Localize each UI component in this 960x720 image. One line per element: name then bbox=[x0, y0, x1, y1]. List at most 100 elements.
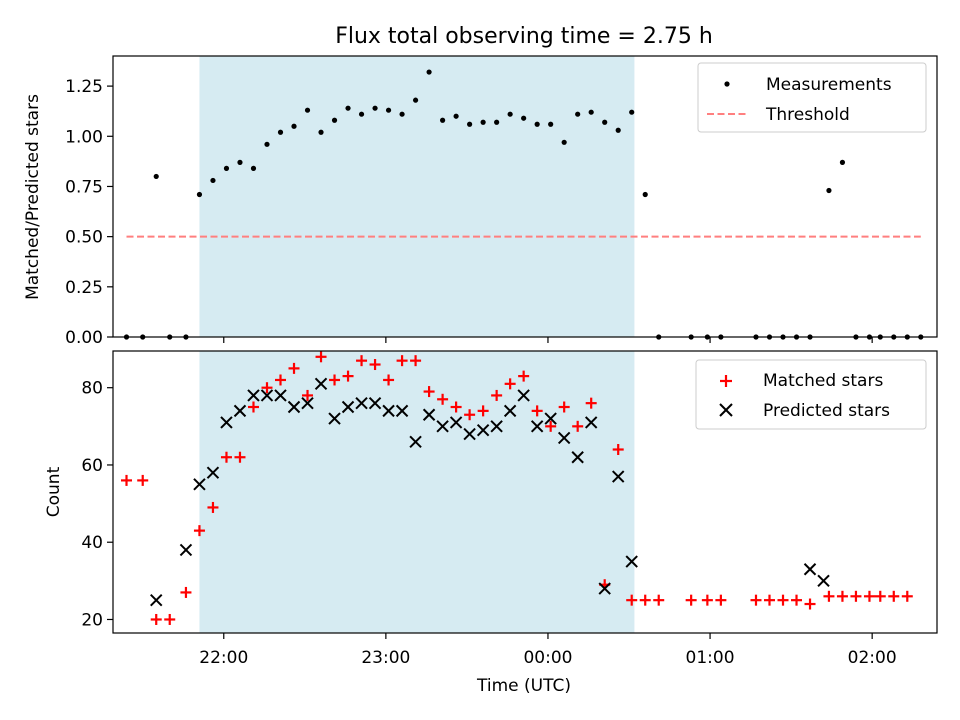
measurement-point bbox=[561, 139, 567, 145]
predicted-star-point bbox=[817, 574, 830, 588]
measurement-point bbox=[642, 191, 648, 198]
predicted-star-point bbox=[490, 420, 503, 433]
matched-star-point bbox=[804, 598, 816, 610]
matched-star-point bbox=[791, 594, 803, 606]
matched-star-point bbox=[137, 474, 149, 486]
matched-star-point bbox=[572, 420, 584, 432]
predicted-star-point bbox=[530, 420, 544, 433]
predicted-star-point bbox=[328, 412, 341, 425]
predicted-star-point bbox=[611, 470, 625, 483]
bottom-points-layer bbox=[121, 351, 913, 625]
matched-star-point bbox=[750, 594, 762, 606]
matched-star-point bbox=[531, 405, 543, 417]
y-tick-label: 0.75 bbox=[65, 177, 103, 197]
measurement-point bbox=[615, 127, 621, 133]
y-tick-label: 0.50 bbox=[65, 228, 103, 248]
matched-star-point bbox=[302, 389, 314, 401]
y-tick-label: 0.25 bbox=[65, 278, 103, 298]
matched-star-point bbox=[874, 590, 886, 602]
measurement-point bbox=[210, 177, 216, 184]
matched-star-point bbox=[836, 590, 848, 602]
predicted-star-point bbox=[463, 427, 476, 441]
matched-star-point bbox=[437, 393, 449, 405]
predicted-star-point bbox=[260, 389, 274, 402]
matched-star-point bbox=[863, 590, 875, 602]
predicted-star-point bbox=[341, 400, 355, 414]
bottom-shaded-interval bbox=[199, 351, 635, 633]
legend-measurements-marker bbox=[724, 81, 730, 87]
predicted-star-point bbox=[395, 404, 409, 418]
predicted-star-point bbox=[179, 543, 193, 557]
y-tick-label: 60 bbox=[81, 456, 103, 476]
top-y-axis: 0.00 0.25 0.50 0.75 1.00 1.25 bbox=[65, 77, 113, 348]
measurement-point bbox=[602, 119, 608, 125]
bottom-panel: 20 40 60 80 22:00 23:00 00:00 01:00 02:00 Count… bbox=[44, 350, 938, 696]
predicted-star-point bbox=[544, 412, 557, 425]
matched-star-point bbox=[423, 386, 435, 398]
matched-star-point bbox=[342, 370, 354, 382]
matched-star-point bbox=[545, 420, 557, 432]
y-tick-label: 20 bbox=[81, 610, 103, 630]
bottom-legend-box bbox=[695, 359, 927, 430]
matched-star-point bbox=[639, 594, 651, 606]
matched-star-point bbox=[763, 594, 775, 606]
matched-star-point bbox=[315, 351, 327, 363]
predicted-star-point bbox=[449, 416, 463, 429]
matched-star-point bbox=[777, 594, 789, 606]
measurement-point bbox=[629, 109, 635, 115]
top-shaded-interval bbox=[199, 56, 635, 337]
matched-star-point bbox=[701, 594, 713, 606]
predicted-star-point bbox=[625, 555, 638, 568]
matched-star-point bbox=[558, 401, 570, 413]
measurement-point bbox=[372, 105, 378, 111]
legend-predicted-marker bbox=[719, 403, 733, 417]
matched-star-point bbox=[901, 590, 913, 602]
y-tick-label: 1.25 bbox=[65, 77, 103, 97]
y-tick-label: 40 bbox=[81, 533, 103, 553]
predicted-star-point bbox=[355, 396, 368, 410]
measurement-point bbox=[264, 141, 270, 147]
predicted-star-point bbox=[517, 389, 530, 402]
predicted-star-point bbox=[584, 416, 598, 429]
matched-star-point bbox=[193, 525, 205, 537]
matched-star-point bbox=[180, 586, 192, 598]
predicted-star-point bbox=[220, 416, 233, 429]
top-points-layer bbox=[123, 69, 924, 340]
measurement-point bbox=[412, 97, 419, 103]
matched-star-point bbox=[383, 374, 395, 386]
predicted-star-point bbox=[206, 466, 220, 479]
x-tick-label: 00:00 bbox=[523, 648, 572, 668]
measurement-point bbox=[507, 111, 513, 117]
matched-star-point bbox=[518, 370, 530, 382]
measurement-point bbox=[385, 107, 392, 113]
top-legend-box bbox=[697, 62, 927, 133]
predicted-star-point bbox=[193, 478, 206, 491]
measurement-point bbox=[399, 111, 405, 117]
legend-threshold-label: Threshold bbox=[765, 105, 850, 125]
matched-star-point bbox=[207, 501, 219, 513]
measurement-point bbox=[440, 117, 446, 123]
predicted-star-point bbox=[422, 408, 436, 421]
legend-predicted-label: Predicted stars bbox=[763, 401, 890, 421]
matched-star-point bbox=[653, 594, 665, 606]
matched-star-point bbox=[823, 590, 835, 602]
measurement-point bbox=[277, 129, 284, 135]
x-tick-label: 02:00 bbox=[848, 648, 897, 668]
bottom-legend: Matched stars Predicted stars bbox=[695, 359, 927, 430]
top-x-ticks bbox=[223, 337, 873, 343]
predicted-star-point bbox=[571, 451, 584, 464]
matched-star-point bbox=[888, 590, 900, 602]
matched-star-point bbox=[715, 594, 727, 606]
predicted-star-point bbox=[150, 593, 163, 607]
measurement-point bbox=[467, 121, 473, 127]
measurement-point bbox=[534, 121, 540, 127]
measurement-point bbox=[494, 119, 500, 125]
y-tick-label: 0.00 bbox=[65, 328, 103, 348]
y-tick-label: 80 bbox=[81, 379, 103, 399]
bottom-y-axis: 20 40 60 80 bbox=[81, 379, 113, 630]
matched-star-point bbox=[220, 451, 232, 463]
top-legend: Measurements Threshold bbox=[697, 62, 927, 133]
matched-star-point bbox=[150, 613, 162, 625]
matched-star-point bbox=[275, 374, 287, 386]
measurement-point bbox=[521, 115, 527, 121]
